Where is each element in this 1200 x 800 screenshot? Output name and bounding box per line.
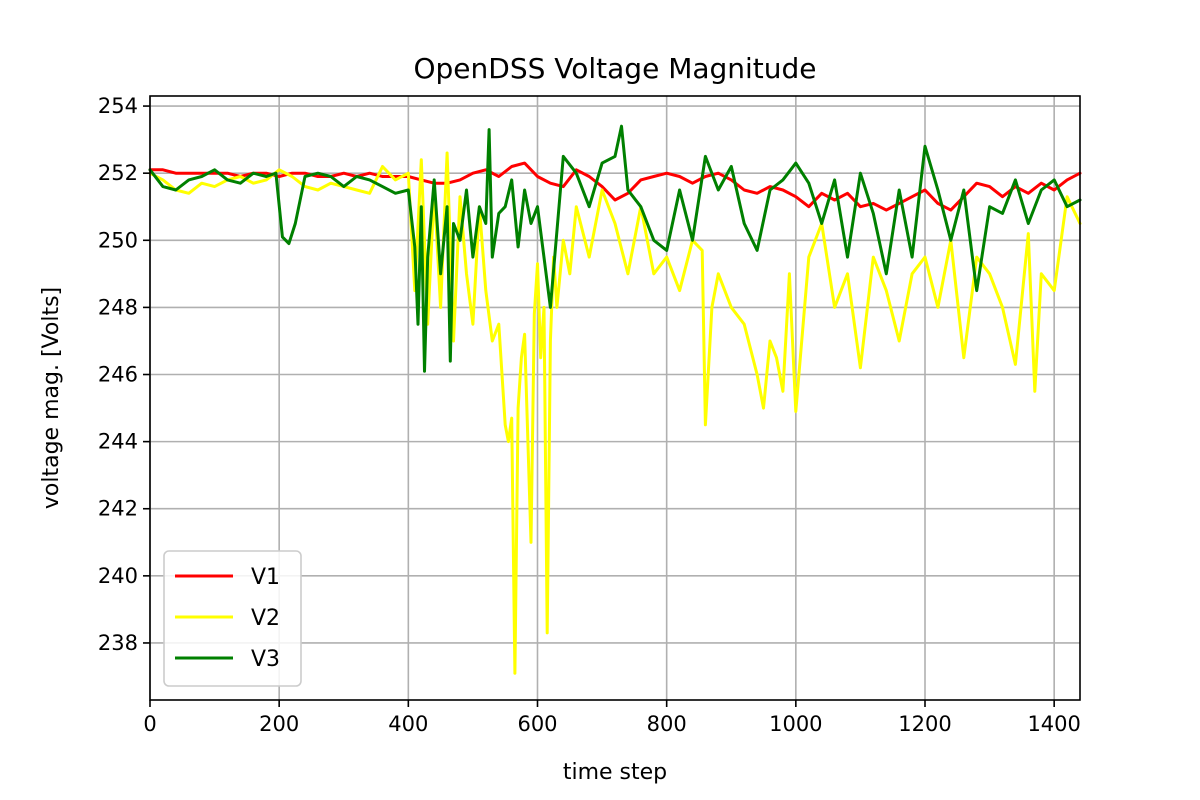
- x-tick-label: 1200: [898, 712, 951, 736]
- y-tick-label: 246: [98, 363, 138, 387]
- y-tick-label: 252: [98, 161, 138, 185]
- x-tick-label: 800: [647, 712, 687, 736]
- legend-label-v3: V3: [251, 647, 280, 672]
- x-tick-label: 200: [259, 712, 299, 736]
- y-tick-label: 238: [98, 631, 138, 655]
- series-line-v1: [148, 161, 1082, 212]
- y-tick-label: 244: [98, 430, 138, 454]
- x-tick-label: 600: [517, 712, 557, 736]
- chart-title: OpenDSS Voltage Magnitude: [413, 52, 816, 85]
- x-tick-label: 400: [388, 712, 428, 736]
- y-tick-label: 242: [98, 497, 138, 521]
- x-tick-label: 1400: [1027, 712, 1080, 736]
- plot-frame: [149, 95, 1081, 701]
- y-tick-label: 240: [98, 564, 138, 588]
- y-axis-label: voltage mag. [Volts]: [39, 287, 64, 509]
- series-group: [148, 124, 1082, 675]
- axis-ticks: 0 200 400 600 800 1000 1200 1400 238 240 242 244 246…: [98, 94, 1081, 736]
- y-tick-label: 250: [98, 228, 138, 252]
- legend: V1 V2 V3: [163, 550, 302, 687]
- x-tick-label: 1000: [769, 712, 822, 736]
- y-tick-label: 254: [98, 94, 138, 118]
- legend-label-v2: V2: [251, 606, 280, 631]
- y-tick-label: 248: [98, 295, 138, 319]
- x-axis-label: time step: [563, 760, 667, 785]
- series-line-v3: [148, 124, 1082, 373]
- legend-label-v1: V1: [251, 565, 280, 590]
- x-tick-label: 0: [143, 712, 156, 736]
